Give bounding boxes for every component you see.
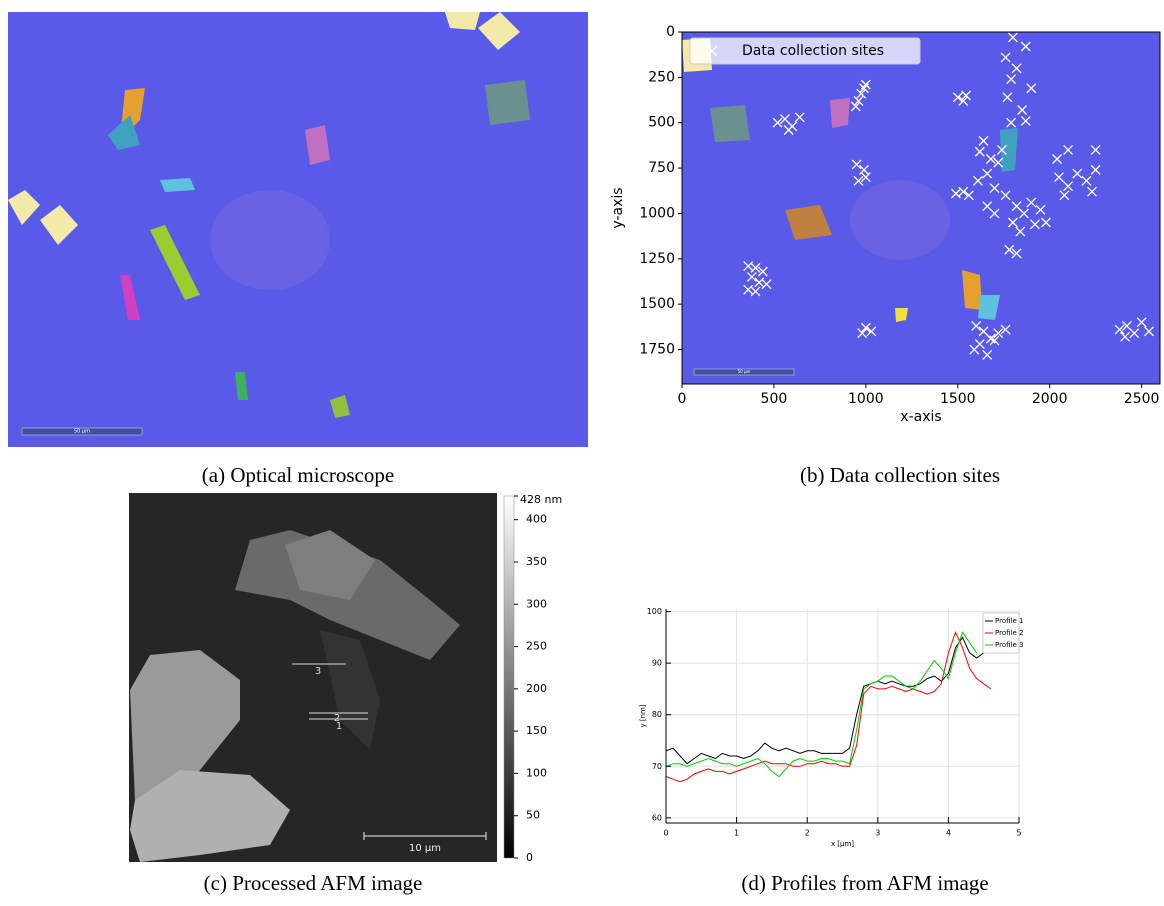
colorbar <box>504 496 514 858</box>
legend-label: Data collection sites <box>742 43 884 59</box>
y-tick-label: 90 <box>652 659 662 668</box>
y-tick-label: 1500 <box>639 296 675 312</box>
colorbar-tick-label: 350 <box>526 555 547 568</box>
x-tick-label: 2 <box>805 829 810 838</box>
profile-line <box>666 637 984 763</box>
x-axis-label: x-axis <box>900 409 941 425</box>
y-tick-label: 0 <box>666 24 675 40</box>
legend-label: Profile 3 <box>995 641 1023 649</box>
y-tick-label: 250 <box>648 69 675 85</box>
caption: (a) Optical microscope <box>202 463 394 487</box>
x-tick-label: 0 <box>663 829 668 838</box>
colorbar-axis: 0 50 100 150 200 250 300 350 400 428 nm <box>514 493 562 864</box>
colorbar-tick-label: 150 <box>526 724 547 737</box>
optical-image <box>8 12 588 447</box>
x-tick-label: 4 <box>946 829 951 838</box>
y-tick-label: 60 <box>652 813 662 822</box>
profile-line <box>666 632 991 782</box>
y-tick-label: 1750 <box>639 342 675 358</box>
caption: (c) Processed AFM image <box>204 871 423 895</box>
colorbar-tick-label: 100 <box>526 766 547 779</box>
legend-label: Profile 2 <box>995 629 1023 637</box>
optical-image-overlay <box>682 32 1160 384</box>
colorbar-tick-label: 0 <box>526 851 533 864</box>
profile-label: 3 <box>315 666 321 677</box>
x-tick-label: 1500 <box>940 391 976 407</box>
line-chart: 0 1 2 3 4 5 60 70 80 90 100 x [µm] y [nm] Profile 1 Pr… <box>639 607 1023 848</box>
figure: 50 µm 50 µm 0500100015002000250002505007… <box>0 0 1164 906</box>
colorbar-tick-label: 250 <box>526 640 547 653</box>
scale-bar-label: 50 µm <box>74 429 90 435</box>
y-tick-label: 80 <box>652 710 662 719</box>
x-tick-label: 3 <box>875 829 880 838</box>
colorbar-tick-label: 300 <box>526 597 547 610</box>
colorbar-tick-label: 50 <box>526 809 540 822</box>
y-axis-label: y-axis <box>610 187 626 228</box>
y-tick-label: 100 <box>647 607 662 616</box>
y-tick-label: 500 <box>648 115 675 131</box>
x-tick-label: 1 <box>734 829 739 838</box>
x-axis-label: x [µm] <box>831 840 854 848</box>
y-tick-label: 1000 <box>639 205 675 221</box>
x-tick-label: 0 <box>678 391 687 407</box>
afm-image <box>129 493 497 862</box>
y-tick-label: 750 <box>648 160 675 176</box>
caption: (b) Data collection sites <box>800 463 1000 487</box>
x-tick-label: 500 <box>761 391 788 407</box>
x-tick-label: 5 <box>1016 829 1021 838</box>
x-tick-label: 1000 <box>848 391 884 407</box>
profile-label: 2 <box>334 713 340 724</box>
scale-bar-label: 10 µm <box>409 843 441 854</box>
colorbar-tick-label: 200 <box>526 682 547 695</box>
colorbar-max-label: 428 nm <box>520 493 562 506</box>
y-tick-label: 1250 <box>639 251 675 267</box>
scale-bar-label: 50 µm <box>738 369 751 374</box>
y-axis-label: y [nm] <box>639 704 647 727</box>
caption: (d) Profiles from AFM image <box>741 871 988 895</box>
profile-line <box>666 632 977 776</box>
colorbar-tick-label: 400 <box>526 513 547 526</box>
y-tick-label: 70 <box>652 762 662 771</box>
x-tick-label: 2000 <box>1032 391 1068 407</box>
x-tick-label: 2500 <box>1124 391 1160 407</box>
legend-label: Profile 1 <box>995 617 1023 625</box>
